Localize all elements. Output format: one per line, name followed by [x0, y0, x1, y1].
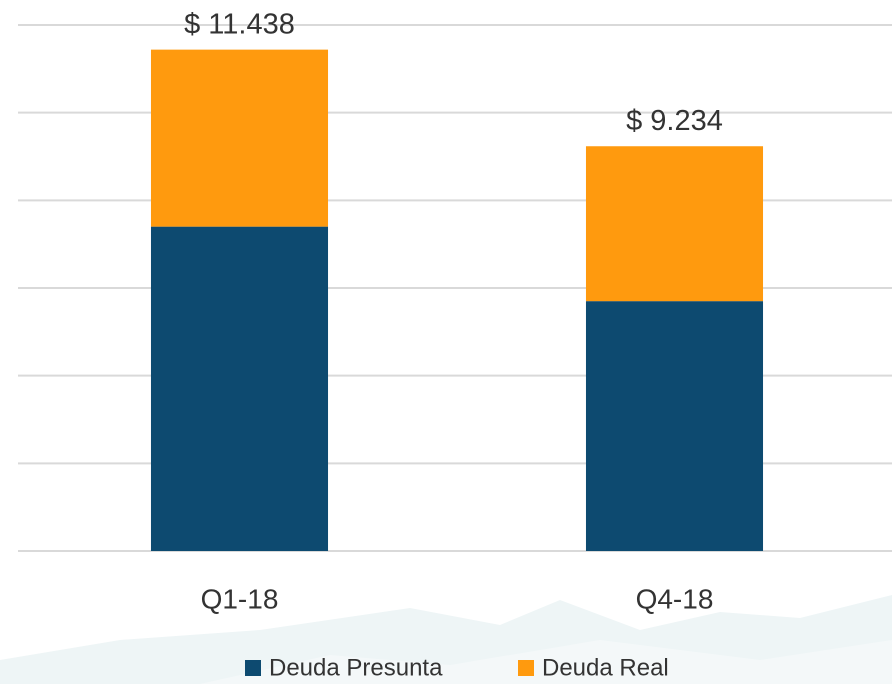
bar-segment: [150, 226, 329, 551]
legend-swatch: [245, 660, 261, 676]
x-tick-label: Q4-18: [636, 583, 714, 614]
legend-swatch: [518, 660, 534, 676]
total-label: $ 11.438: [184, 8, 295, 40]
bar-segment: [585, 301, 764, 551]
background-mountains: [200, 640, 892, 684]
x-tick-label: Q1-18: [201, 583, 279, 614]
legend-label: Deuda Real: [542, 654, 669, 681]
total-label: $ 9.234: [626, 105, 723, 137]
legend-label: Deuda Presunta: [269, 654, 443, 681]
bar-segment: [150, 49, 329, 227]
bar-segment: [585, 146, 764, 302]
